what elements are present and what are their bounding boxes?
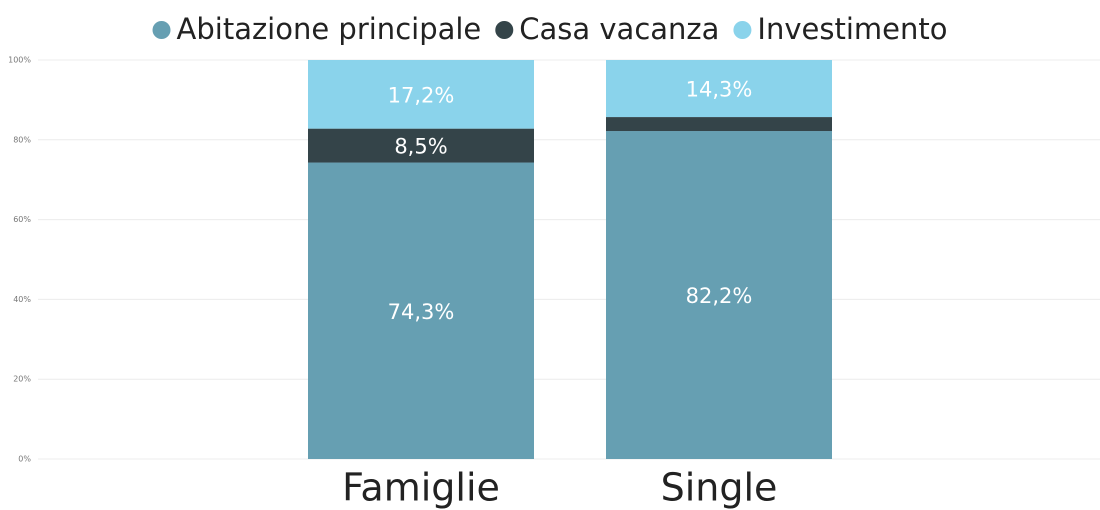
legend-marker (733, 21, 752, 39)
legend-marker (152, 21, 171, 39)
y-tick-label: 80% (13, 135, 31, 144)
bar-segment (606, 131, 832, 459)
data-label: 17,2% (388, 83, 455, 107)
data-label: 82,2% (686, 284, 753, 308)
y-tick-label: 100% (8, 56, 31, 65)
y-tick-label: 0% (18, 455, 31, 464)
y-tick-label: 40% (13, 295, 31, 304)
x-tick-label: Famiglie (342, 466, 500, 510)
data-label: 8,5% (394, 135, 447, 159)
data-label: 14,3% (686, 78, 753, 102)
bar-segment (606, 117, 832, 132)
bar-segment (308, 162, 534, 459)
bar-segment (308, 60, 534, 129)
legend-label: Casa vacanza (519, 12, 719, 46)
data-label: 74,3% (388, 300, 455, 324)
y-tick-label: 60% (13, 215, 31, 224)
x-tick-label: Single (661, 466, 778, 510)
y-tick-label: 20% (13, 375, 31, 384)
legend-marker (495, 21, 514, 39)
legend-label: Investimento (757, 12, 947, 46)
legend-label: Abitazione principale (177, 12, 482, 46)
bar-segment (308, 128, 534, 163)
bar-segment (606, 60, 832, 118)
